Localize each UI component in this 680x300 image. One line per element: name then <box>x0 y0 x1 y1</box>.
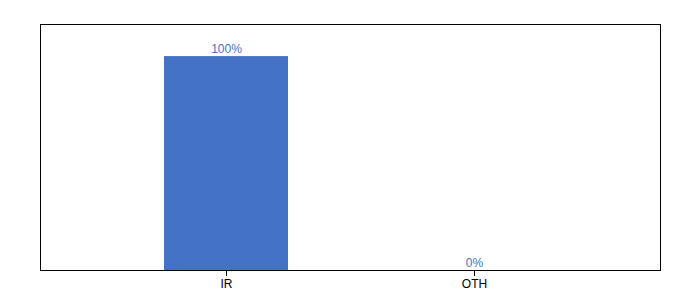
svg-text:100%: 100% <box>211 42 242 56</box>
svg-text:IR: IR <box>221 277 233 291</box>
svg-text:OTH: OTH <box>462 277 487 291</box>
svg-text:0%: 0% <box>466 256 484 270</box>
